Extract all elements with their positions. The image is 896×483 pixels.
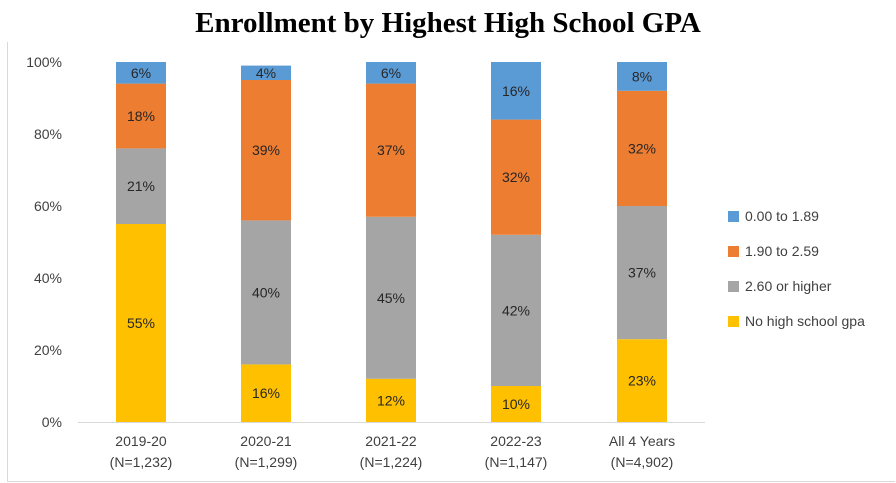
x-category-label: (N=1,299) bbox=[235, 454, 298, 470]
x-category-label: (N=1,232) bbox=[110, 454, 173, 470]
bar-segment bbox=[491, 62, 541, 120]
bar-segment bbox=[366, 83, 416, 217]
x-category-label: (N=4,902) bbox=[611, 454, 674, 470]
legend-swatch bbox=[728, 280, 739, 292]
chart-title: Enrollment by Highest High School GPA bbox=[195, 7, 701, 39]
bar-segment bbox=[366, 62, 416, 84]
bar-segment bbox=[366, 216, 416, 379]
legend-label: 2.60 or higher bbox=[745, 278, 832, 294]
data-label: 42% bbox=[502, 302, 530, 318]
y-axis: 0% 20% 40% 60% 80% 100% bbox=[26, 54, 62, 430]
data-label: 16% bbox=[252, 385, 280, 401]
bar-segment bbox=[617, 62, 667, 91]
bar-segment bbox=[116, 224, 166, 422]
x-category-label: 2022-23 bbox=[490, 433, 542, 449]
chart-frame bbox=[7, 42, 895, 482]
bar-segment bbox=[241, 80, 291, 221]
legend-item: No high school gpa bbox=[728, 312, 865, 330]
x-category-label: All 4 Years bbox=[609, 433, 675, 449]
data-label: 37% bbox=[628, 265, 656, 281]
bar-segment bbox=[116, 83, 166, 149]
data-label: 23% bbox=[628, 373, 656, 389]
bar-segment bbox=[241, 220, 291, 365]
y-tick-label: 20% bbox=[34, 342, 62, 358]
bar-segment bbox=[241, 65, 291, 80]
data-label: 32% bbox=[502, 169, 530, 185]
legend-swatch bbox=[728, 210, 739, 222]
data-label: 16% bbox=[502, 83, 530, 99]
x-category-label: (N=1,147) bbox=[485, 454, 548, 470]
data-label: 21% bbox=[127, 178, 155, 194]
data-label: 40% bbox=[252, 284, 280, 300]
x-axis: 2019-20 (N=1,232) 2020-21 (N=1,299) 2021-22 (… bbox=[78, 422, 705, 470]
data-label: 45% bbox=[377, 290, 405, 306]
legend-label: No high school gpa bbox=[745, 313, 865, 329]
bar-segment bbox=[116, 148, 166, 224]
bar-area: 55% 21% 18% 6% 16% 40% 39% 4% 12% 45% 37% 6% 10% 42% 3… bbox=[116, 62, 667, 422]
data-label: 10% bbox=[502, 396, 530, 412]
data-label: 4% bbox=[256, 65, 276, 81]
data-label: 32% bbox=[628, 140, 656, 156]
bar-segment bbox=[617, 206, 667, 340]
data-label: 6% bbox=[131, 65, 151, 81]
data-label: 18% bbox=[127, 108, 155, 124]
legend-label: 1.90 to 2.59 bbox=[745, 243, 819, 259]
legend-item: 1.90 to 2.59 bbox=[728, 242, 865, 260]
y-tick-label: 60% bbox=[34, 198, 62, 214]
data-label: 6% bbox=[381, 65, 401, 81]
x-category-label: 2020-21 bbox=[240, 433, 292, 449]
data-label: 39% bbox=[252, 142, 280, 158]
legend-label: 0.00 to 1.89 bbox=[745, 208, 819, 224]
bar-segment bbox=[491, 386, 541, 422]
bar-segment bbox=[116, 62, 166, 84]
y-tick-label: 100% bbox=[26, 54, 62, 70]
data-label: 55% bbox=[127, 315, 155, 331]
legend: 0.00 to 1.89 1.90 to 2.59 2.60 or higher No… bbox=[728, 207, 865, 347]
x-category-label: 2019-20 bbox=[115, 433, 167, 449]
legend-swatch bbox=[728, 245, 739, 257]
bar-segment bbox=[491, 234, 541, 386]
legend-item: 0.00 to 1.89 bbox=[728, 207, 865, 225]
bar-segment bbox=[617, 90, 667, 206]
data-label: 37% bbox=[377, 142, 405, 158]
bar-segment bbox=[491, 119, 541, 235]
legend-item: 2.60 or higher bbox=[728, 277, 865, 295]
y-tick-label: 40% bbox=[34, 270, 62, 286]
x-category-label: (N=1,224) bbox=[360, 454, 423, 470]
y-tick-label: 80% bbox=[34, 126, 62, 142]
y-tick-label: 0% bbox=[42, 414, 62, 430]
data-label: 12% bbox=[377, 392, 405, 408]
bar-segment bbox=[366, 378, 416, 422]
bar-segment bbox=[241, 364, 291, 422]
x-category-label: 2021-22 bbox=[365, 433, 417, 449]
data-label: 8% bbox=[632, 68, 652, 84]
bar-segment bbox=[617, 339, 667, 422]
legend-swatch bbox=[728, 315, 739, 327]
